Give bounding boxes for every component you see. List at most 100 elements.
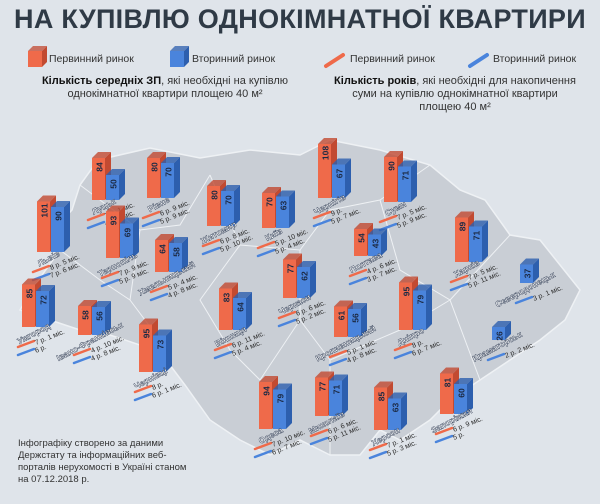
primary-years-line-рівне <box>141 210 161 220</box>
legend-primary-swatch <box>28 46 47 67</box>
secondary-years-line-чернівці <box>133 392 153 402</box>
legend-primary-line-swatch <box>324 53 345 68</box>
secondary-years-line-київ <box>256 248 276 258</box>
secondary-value-полтава: 43 <box>371 239 381 249</box>
secondary-years-line-полтава <box>348 276 368 286</box>
secondary-years-line-хмельницький <box>149 292 169 302</box>
secondary-years-line-краматорськ <box>486 352 506 362</box>
secondary-bar-вінниця: 64 <box>233 292 252 330</box>
note-salaries: Кількість середніх ЗП, які необхідні на … <box>41 75 289 100</box>
primary-value-вінниця: 83 <box>222 293 232 303</box>
secondary-bar-харків: 71 <box>469 220 488 262</box>
secondary-years-line-черкаси <box>277 318 297 328</box>
secondary-value-луцьк: 50 <box>109 179 119 189</box>
primary-value-полтава: 54 <box>357 233 367 243</box>
primary-value-житомир: 80 <box>210 190 220 200</box>
primary-years-line-миколаїв <box>309 428 329 438</box>
primary-value-одеса: 94 <box>262 386 272 396</box>
secondary-years-line-дніпро <box>393 350 413 360</box>
secondary-value-хмельницький: 58 <box>172 247 182 257</box>
legend-secondary-line: Вторинний ринок <box>493 53 577 65</box>
secondary-years-line-херсон <box>368 450 388 460</box>
primary-value-чернівці: 95 <box>142 329 152 339</box>
secondary-years-line-луцьк <box>86 220 106 230</box>
primary-value-черкаси: 77 <box>286 264 296 274</box>
primary-value-луцьк: 84 <box>95 162 105 172</box>
secondary-value-львів: 90 <box>54 211 64 221</box>
primary-value-хмельницький: 64 <box>158 244 168 254</box>
secondary-years-line-сєвєродонецьк <box>514 295 534 305</box>
secondary-bar-черкаси: 62 <box>297 261 316 298</box>
secondary-value-сєвєродонецьк: 37 <box>523 269 533 279</box>
source-note: Інфографіку створено за даними Держстату… <box>18 438 187 485</box>
secondary-years-line-вінниця <box>213 350 233 360</box>
primary-years-дніпро: 8 р. <box>411 339 424 350</box>
primary-value-ужгород: 85 <box>25 289 35 299</box>
secondary-years-ужгород: 6 р. <box>34 344 47 355</box>
primary-years-line-дніпро <box>393 342 413 352</box>
secondary-years-line-запоріжжя <box>434 434 454 444</box>
primary-years-line-харків <box>449 274 469 284</box>
primary-value-івано-франківськ: 58 <box>81 310 91 320</box>
secondary-bar-суми: 71 <box>398 160 417 202</box>
secondary-bar-чернівці: 73 <box>153 329 172 372</box>
legend-secondary-swatch <box>170 46 189 67</box>
secondary-value-чернівці: 73 <box>156 340 166 350</box>
primary-value-чернігів: 108 <box>321 146 331 160</box>
primary-years-line-запоріжжя <box>434 426 454 436</box>
secondary-value-київ: 63 <box>279 201 289 211</box>
legend-secondary-bar: Вторинний ринок <box>192 53 276 65</box>
secondary-bar-луцьк: 50 <box>106 169 125 200</box>
secondary-bar-запоріжжя: 60 <box>454 378 473 414</box>
secondary-value-вінниця: 64 <box>236 302 246 312</box>
primary-years-line-івано-франківськ <box>72 347 92 357</box>
secondary-value-запоріжжя: 60 <box>457 388 467 398</box>
primary-value-суми: 90 <box>387 161 397 171</box>
secondary-years-запоріжжя: 5 р. <box>452 431 465 442</box>
secondary-years-line-миколаїв <box>309 436 329 446</box>
secondary-bar-івано-франківськ: 56 <box>92 301 111 335</box>
secondary-bar-кропивницький: 56 <box>348 303 367 337</box>
primary-value-запоріжжя: 81 <box>443 378 453 388</box>
legend-primary-bar: Первинний ринок <box>49 53 134 65</box>
secondary-bar-житомир: 70 <box>221 185 240 226</box>
secondary-years-line-харків <box>449 282 469 292</box>
primary-years-line-полтава <box>348 268 368 278</box>
legend-secondary-line-swatch <box>468 53 489 68</box>
primary-years-line-хмельницький <box>149 284 169 294</box>
primary-years-чернігів: 9 р. <box>330 207 343 218</box>
secondary-value-івано-франківськ: 56 <box>95 311 105 321</box>
secondary-bar-київ: 63 <box>276 190 295 228</box>
primary-years-line-ужгород <box>16 339 36 349</box>
primary-years-line-кропивницький <box>328 349 348 359</box>
primary-value-рівне: 80 <box>150 162 160 172</box>
secondary-value-ужгород: 72 <box>39 295 49 305</box>
primary-years-чернівці: 8 р. <box>151 381 164 392</box>
secondary-bar-сєвєродонецьк: 37 <box>520 258 539 283</box>
secondary-years-line-ужгород <box>16 347 36 357</box>
page-title: НА КУПІВЛЮ ОДНОКІМНАТНОЇ КВАРТИРИ <box>14 4 586 34</box>
secondary-value-краматорськ: 26 <box>495 331 505 341</box>
secondary-value-рівне: 70 <box>164 167 174 177</box>
primary-value-київ: 70 <box>265 197 275 207</box>
primary-years-line-тернопіль <box>100 270 120 280</box>
primary-value-кропивницький: 61 <box>337 311 347 321</box>
secondary-years-line-кропивницький <box>328 357 348 367</box>
primary-years-line-київ <box>256 240 276 250</box>
secondary-years-line-івано-франківськ <box>72 355 92 365</box>
primary-value-дніпро: 95 <box>402 287 412 297</box>
note-years: Кількість років, які необхідні для накоп… <box>334 75 576 113</box>
secondary-bar-хмельницький: 58 <box>169 237 188 272</box>
secondary-bar-полтава: 43 <box>368 228 387 256</box>
secondary-bar-краматорськ: 26 <box>492 321 511 341</box>
